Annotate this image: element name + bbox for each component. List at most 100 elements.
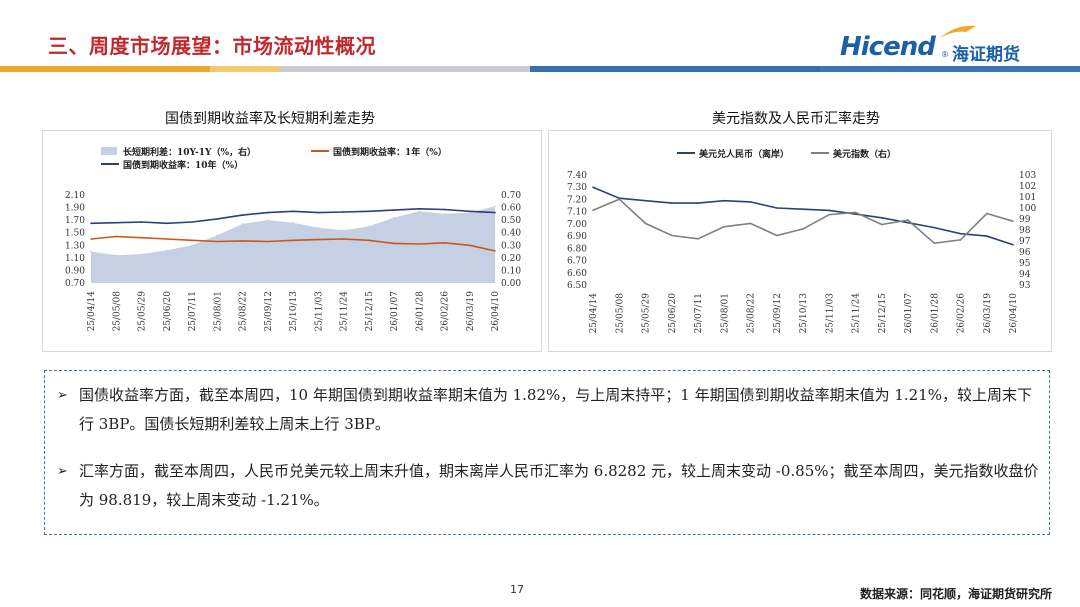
y-left-tick-label: 0.90 <box>65 266 85 276</box>
data-point <box>933 226 936 229</box>
bullet-bond-yield: ➢ 国债收益率方面，截至本周四，10 年期国债到期收益率期末值为 1.82%，与… <box>57 381 1043 439</box>
y-right-tick-label: 94 <box>1019 270 1031 280</box>
x-tick-label: 26/01/28 <box>930 293 940 334</box>
data-point <box>644 222 647 225</box>
y-right-tick-label: 98 <box>1019 226 1031 236</box>
x-tick-label: 25/04/14 <box>589 293 599 334</box>
data-point <box>443 213 446 215</box>
data-point <box>368 210 370 213</box>
data-point <box>216 218 219 220</box>
legend-swatch <box>101 147 117 155</box>
y-right-tick-label: 102 <box>1019 182 1036 192</box>
data-point <box>140 236 143 239</box>
x-tick-label: 25/12/15 <box>365 291 375 332</box>
x-tick-label: 25/10/13 <box>289 291 299 332</box>
data-point <box>241 214 244 216</box>
x-tick-label: 26/01/07 <box>904 293 914 334</box>
data-point <box>342 238 345 240</box>
x-tick-label: 25/12/15 <box>878 293 888 334</box>
y-left-tick-label: 6.50 <box>567 281 587 291</box>
data-point <box>292 210 294 213</box>
data-point <box>140 221 143 223</box>
legend-entry: 国债到期收益率：1年（%） <box>333 146 447 158</box>
x-tick-label: 25/11/24 <box>340 291 350 332</box>
fx-chart: 美元兑人民币（离岸） 美元指数（右） 7.40 7.30 7.20 7.10 7.00 6.9… <box>567 148 1036 334</box>
logo-swoosh-icon <box>940 25 976 38</box>
y-left-tick-label: 6.60 <box>567 269 587 279</box>
logo-registered-mark: ® <box>941 50 949 59</box>
page-title: 三、周度市场展望：市场流动性概况 <box>48 34 376 58</box>
y-left-tick-label: 1.50 <box>65 229 85 239</box>
x-tick-label: 25/05/29 <box>138 291 148 332</box>
data-point <box>418 243 421 245</box>
bullet-fx: ➢ 汇率方面，截至本周四，人民币兑美元较上周末升值，期末离岸人民币汇率为 6.8… <box>57 457 1043 515</box>
y-right-tick-label: 0.60 <box>501 204 521 214</box>
data-point <box>697 238 699 240</box>
x-tick-label: 26/01/07 <box>390 291 400 332</box>
hicend-logo: Hicend ® 海证期货 <box>840 22 1050 68</box>
x-tick-label: 26/03/19 <box>466 291 476 332</box>
y-left-tick-label: 1.30 <box>65 241 85 251</box>
data-point <box>443 242 446 244</box>
data-point <box>166 222 168 225</box>
y-right-tick-label: 93 <box>1019 281 1031 291</box>
data-point <box>776 207 778 209</box>
x-tick-label: 25/06/20 <box>668 293 678 334</box>
data-point <box>802 228 804 230</box>
logo-cn-text: 海证期货 <box>952 45 1020 65</box>
y-left-tick-label: 6.70 <box>567 257 587 267</box>
data-point <box>933 242 936 244</box>
y-left-tick-label: 6.90 <box>567 232 587 242</box>
data-point <box>342 211 345 213</box>
x-tick-label: 25/05/29 <box>642 293 652 334</box>
data-point <box>494 211 496 214</box>
x-tick-label: 26/01/28 <box>415 291 425 332</box>
data-point <box>393 209 395 211</box>
data-point <box>90 222 92 225</box>
bond-yield-chart: 长短期利差：10Y-1Y（%，右） 国债到期收益率：1年（%） 国债到期收益率：10… <box>65 146 521 332</box>
y-left-tick-label: 2.10 <box>65 191 85 201</box>
data-point <box>469 244 471 247</box>
x-tick-label: 26/04/10 <box>491 291 501 332</box>
data-point <box>802 208 804 210</box>
x-tick-label: 25/05/08 <box>615 293 625 334</box>
data-point <box>1012 243 1014 246</box>
data-point <box>907 219 909 221</box>
data-point <box>671 234 673 237</box>
data-point <box>959 232 962 235</box>
data-point <box>241 240 244 242</box>
x-tick-label: 25/07/11 <box>694 293 704 333</box>
data-point <box>368 239 370 242</box>
data-point <box>241 223 244 225</box>
summary-box: ➢ 国债收益率方面，截至本周四，10 年期国债到期收益率期末值为 1.82%，与… <box>44 370 1050 535</box>
x-tick-label: 26/02/26 <box>957 293 967 334</box>
data-point <box>317 226 320 229</box>
x-tick-label: 25/09/12 <box>264 291 274 331</box>
y-left-tick-label: 7.40 <box>567 171 587 181</box>
data-point <box>776 234 778 237</box>
data-point <box>723 225 726 228</box>
data-source: 数据来源：同花顺，海证期货研究所 <box>859 587 1052 601</box>
data-point <box>418 208 421 210</box>
data-point <box>393 216 395 219</box>
data-point <box>907 221 909 224</box>
y-right-tick-label: 99 <box>1019 215 1031 225</box>
data-point <box>592 186 594 188</box>
bullet-text: 国债收益率方面，截至本周四，10 年期国债到期收益率期末值为 1.82%，与上周… <box>79 386 1033 433</box>
data-point <box>393 242 395 245</box>
y-left-tick-label: 7.20 <box>567 195 587 205</box>
data-point <box>986 235 988 237</box>
bullet-text: 汇率方面，截至本周四，人民币兑美元较上周末升值，期末离岸人民币汇率为 6.828… <box>79 462 1039 509</box>
y-right-tick-label: 0.50 <box>501 216 521 226</box>
y-right-tick-label: 0.10 <box>501 266 521 276</box>
chart1-title: 国债到期收益率及长短期利差走势 <box>165 111 375 127</box>
data-point <box>1012 220 1014 222</box>
x-tick-label: 25/09/12 <box>773 293 783 333</box>
data-point <box>854 211 857 214</box>
y-right-tick-label: 97 <box>1019 237 1031 247</box>
x-tick-label: 26/04/10 <box>1009 293 1019 334</box>
data-point <box>191 239 193 242</box>
y-left-tick-label: 7.10 <box>567 208 587 218</box>
y-right-tick-label: 0.20 <box>501 254 521 264</box>
y-left-tick-label: 7.00 <box>567 220 587 230</box>
